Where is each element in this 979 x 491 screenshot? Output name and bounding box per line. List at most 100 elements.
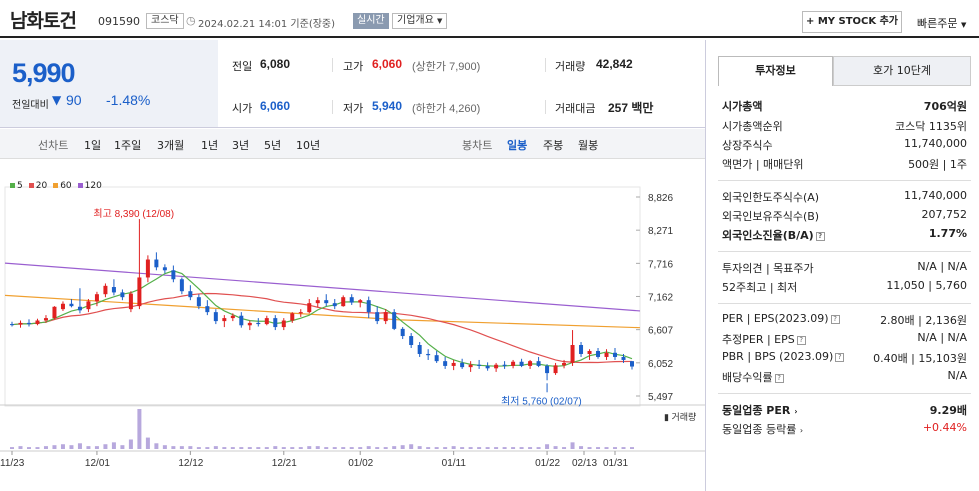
ma-legend-swatch <box>10 183 15 188</box>
candle-body <box>281 320 286 328</box>
ma-legend-item: 120 <box>77 181 102 191</box>
opinion-label: 투자의견 | 목표주가 <box>722 262 814 275</box>
volume-label: ▮ 거래량 <box>664 411 696 422</box>
div-label: 배당수익률 <box>722 371 773 384</box>
high-value: 6,060 <box>372 57 403 71</box>
upper-limit: (상한가 7,900) <box>412 61 481 73</box>
opinion-value: N/A | N/A <box>917 260 967 273</box>
period-1d[interactable]: 1일 <box>84 139 102 152</box>
volume-bar <box>528 447 533 449</box>
tab-investment-info[interactable]: 투자정보 <box>718 56 833 86</box>
volume-label: 거래량 <box>555 60 586 73</box>
info-row: 추정PER | EPS? N/A | N/A <box>722 331 967 349</box>
info-row: PBR | BPS (2023.09)? 0.40배 | 15,103원 <box>722 350 967 368</box>
candle-body <box>468 364 473 368</box>
candle-weekly[interactable]: 주봉 <box>543 139 564 152</box>
candle-body <box>256 322 261 325</box>
down-triangle-icon: ▼ <box>52 93 62 107</box>
candle-body <box>230 315 235 319</box>
chart-period-bar: 선차트 1일 1주일 3개월 1년 3년 5년 10년 봉차트 일봉 주봉 월봉 <box>0 129 705 159</box>
quote-grid: 전일 6,080 고가 6,060 (상한가 7,900) 거래량 42,842… <box>218 40 705 128</box>
chevron-down-icon: ▼ <box>437 17 443 25</box>
info-row: 투자의견 | 목표주가 N/A | N/A <box>722 260 967 278</box>
info-row[interactable]: 동일업종 등락률 › +0.44% <box>722 421 967 439</box>
info-row: 시가총액순위 코스닥 1135위 <box>722 118 967 136</box>
period-1y[interactable]: 1년 <box>201 139 219 152</box>
candle-body <box>145 259 150 278</box>
candle-body <box>162 267 167 271</box>
candle-body <box>349 297 354 303</box>
candle-body <box>383 312 388 322</box>
candle-body <box>562 362 567 366</box>
x-tick-label: 01/22 <box>535 458 560 469</box>
candle-body <box>358 300 363 303</box>
volume-bar <box>264 447 269 449</box>
help-icon[interactable]: ? <box>796 335 806 345</box>
quick-order-label: 빠른주문 <box>917 17 958 30</box>
candle-body <box>570 345 575 363</box>
volume-bar <box>443 447 448 449</box>
volume-bar <box>26 447 31 449</box>
volume-bar <box>213 446 218 449</box>
candle-body <box>366 300 371 313</box>
ma-legend-label: 120 <box>84 181 102 191</box>
candle-body <box>341 297 346 307</box>
volume-bar <box>477 447 482 449</box>
candle-body <box>409 336 414 346</box>
period-1w[interactable]: 1주일 <box>114 139 142 152</box>
candle-body <box>239 315 244 326</box>
candle-daily[interactable]: 일봉 <box>507 139 528 152</box>
candle-body <box>630 361 634 367</box>
volume-bar <box>94 446 99 449</box>
candle-body <box>502 364 507 366</box>
help-icon[interactable]: ? <box>774 373 784 383</box>
period-10y[interactable]: 10년 <box>296 139 321 152</box>
period-3m[interactable]: 3개월 <box>157 139 185 152</box>
tab-hoga[interactable]: 호가 10단계 <box>833 56 971 86</box>
candle-monthly[interactable]: 월봉 <box>578 139 599 152</box>
price-chart[interactable]: 8,826 8,271 7,716 7,162 6,607 6,052 5,497 11/23… <box>0 160 705 490</box>
volume-bar <box>562 447 567 449</box>
realtime-badge[interactable]: 실시간 <box>353 13 389 29</box>
candle-body <box>400 328 405 337</box>
info-row: 52주최고 | 최저 11,050 | 5,760 <box>722 279 967 297</box>
help-icon[interactable]: ? <box>835 352 845 362</box>
mcap-value: 706억원 <box>923 100 967 113</box>
volume-bar <box>579 446 584 449</box>
x-tick-label: 12/21 <box>272 458 297 469</box>
est-per-value: N/A | N/A <box>917 331 967 344</box>
volume-bar <box>468 447 473 449</box>
volume-bar <box>417 446 422 449</box>
clock-icon: ◷ <box>186 14 196 27</box>
candle-body <box>332 303 337 307</box>
candle-body <box>94 294 99 302</box>
quick-order-button[interactable]: 빠른주문 ▼ <box>917 15 966 31</box>
x-tick-label: 11/23 <box>0 458 25 469</box>
company-info-dropdown[interactable]: 기업개요 ▼ <box>392 13 448 29</box>
ma-legend-swatch <box>77 183 83 188</box>
help-icon[interactable]: ? <box>830 314 840 324</box>
volume-bar <box>341 447 346 449</box>
divider <box>545 58 546 72</box>
volume-bar <box>519 447 524 449</box>
candle-body <box>222 318 227 322</box>
candle-body <box>315 300 320 304</box>
info-row: 외국인소진율(B/A)? 1.77% <box>722 227 967 245</box>
help-icon[interactable]: ? <box>815 231 825 241</box>
volume-bar <box>613 447 618 449</box>
ma-legend-swatch <box>28 183 34 188</box>
candle-body <box>247 322 252 326</box>
foreign-hold-label: 외국인보유주식수(B) <box>722 210 820 223</box>
volume-bar <box>358 447 363 449</box>
period-5y[interactable]: 5년 <box>264 139 282 152</box>
period-3y[interactable]: 3년 <box>232 139 250 152</box>
volume-bar <box>332 447 337 449</box>
volume-bar <box>196 447 201 449</box>
add-mystock-button[interactable]: + MY STOCK 추가 <box>802 11 902 33</box>
volume-value: 42,842 <box>596 57 633 71</box>
divider <box>545 100 546 114</box>
info-row[interactable]: 동일업종 PER › 9.29배 <box>722 402 967 420</box>
info-row: 배당수익률? N/A <box>722 369 967 387</box>
ma-legend-item: 20 <box>28 181 47 191</box>
candle-body <box>426 353 431 356</box>
